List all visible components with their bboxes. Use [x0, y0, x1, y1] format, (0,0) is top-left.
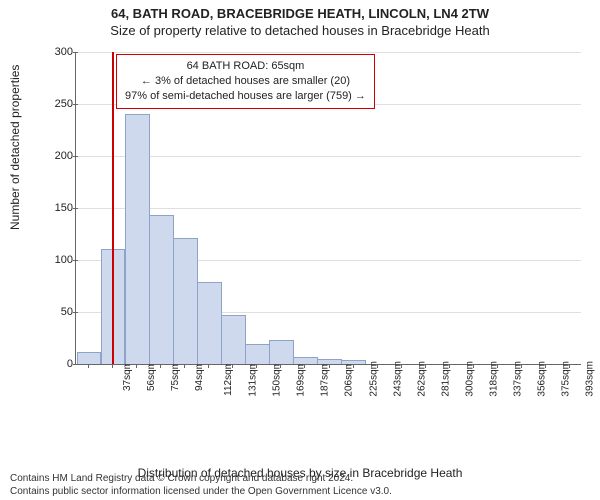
histogram-bar — [173, 238, 198, 364]
histogram-bar — [293, 357, 318, 364]
info-box-line: 64 BATH ROAD: 65sqm — [125, 59, 366, 74]
address-line: 64, BATH ROAD, BRACEBRIDGE HEATH, LINCOL… — [0, 6, 600, 21]
y-tick-label: 0 — [33, 358, 73, 370]
plot-area: 05010015020025030037sqm56sqm75sqm94sqm11… — [75, 52, 581, 365]
x-tick-label: 393sqm — [585, 361, 596, 397]
y-tick-label: 200 — [33, 150, 73, 162]
histogram-bar — [77, 352, 102, 364]
subtitle-line: Size of property relative to detached ho… — [0, 23, 600, 38]
footer: Contains HM Land Registry data © Crown c… — [10, 473, 590, 498]
histogram-chart: 05010015020025030037sqm56sqm75sqm94sqm11… — [55, 48, 580, 398]
reference-line — [112, 52, 114, 364]
y-axis-label: Number of detached properties — [8, 65, 22, 230]
footer-line-2: Contains public sector information licen… — [10, 486, 590, 499]
y-tick-label: 300 — [33, 46, 73, 58]
histogram-bar — [125, 114, 150, 364]
header: 64, BATH ROAD, BRACEBRIDGE HEATH, LINCOL… — [0, 0, 600, 38]
y-tick-label: 150 — [33, 202, 73, 214]
x-tick-label: 56sqm — [146, 361, 157, 391]
histogram-bar — [149, 215, 174, 364]
histogram-bar — [197, 282, 222, 364]
x-tick-label: 75sqm — [170, 361, 181, 391]
grid-line — [76, 156, 581, 157]
info-box-line: 97% of semi-detached houses are larger (… — [125, 89, 366, 104]
y-tick-label: 250 — [33, 98, 73, 110]
y-tick-label: 100 — [33, 254, 73, 266]
histogram-bar — [221, 315, 246, 364]
histogram-bar — [341, 360, 366, 364]
x-tick-label: 37sqm — [122, 361, 133, 391]
grid-line — [76, 52, 581, 53]
y-tick-label: 50 — [33, 306, 73, 318]
grid-line — [76, 208, 581, 209]
histogram-bar — [269, 340, 294, 364]
info-box-line: ← 3% of detached houses are smaller (20) — [125, 74, 366, 89]
reference-info-box: 64 BATH ROAD: 65sqm← 3% of detached hous… — [116, 54, 375, 109]
x-tick-label: 94sqm — [194, 361, 205, 391]
footer-line-1: Contains HM Land Registry data © Crown c… — [10, 473, 590, 486]
histogram-bar — [245, 344, 270, 364]
